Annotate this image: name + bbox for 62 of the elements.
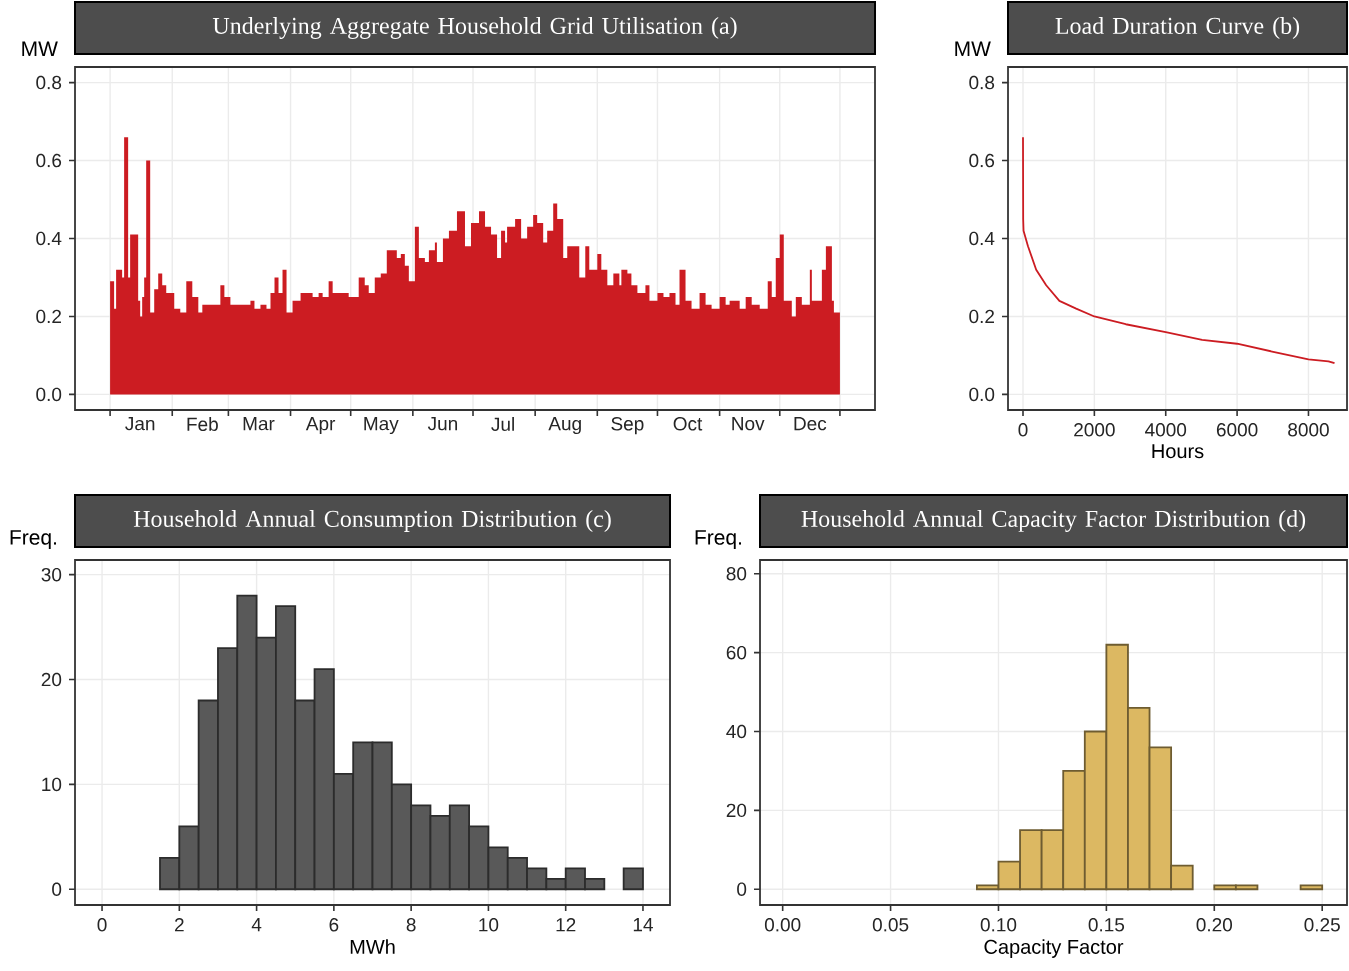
y-tick-label: 0.0 (36, 387, 62, 402)
x-tick-label: 0.20 (1196, 918, 1233, 932)
x-tick-label: 0 (97, 918, 107, 932)
y-axis-title: MW (955, 41, 991, 56)
x-tick-label: Aug (548, 417, 581, 435)
x-tick-label: Jun (427, 417, 458, 431)
x-tick-label: Jul (491, 417, 514, 432)
x-tick-label: 0.05 (872, 918, 909, 932)
x-tick-label: 0.00 (764, 918, 801, 932)
x-tick-label: 0.25 (1304, 918, 1340, 932)
chart-title: Household Annual Consumption Distribution (c) (133, 510, 611, 532)
x-tick-label: 4000 (1145, 423, 1187, 437)
y-tick-label: 10 (42, 777, 62, 792)
chart-title: Household Annual Capacity Factor Distribution (d) (801, 510, 1306, 532)
x-tick-label: 14 (633, 918, 653, 932)
y-tick-label: 20 (41, 672, 62, 687)
y-tick-label: 60 (726, 645, 747, 660)
y-tick-label: 0.0 (969, 387, 995, 402)
x-tick-label: 10 (479, 918, 499, 932)
x-tick-label: 0 (1018, 423, 1028, 437)
x-tick-label: Dec (794, 417, 827, 431)
x-tick-label: Oct (673, 417, 703, 431)
x-tick-label: Mar (243, 417, 275, 431)
x-tick-label: 4 (251, 918, 262, 932)
x-axis-title: Hours (1152, 444, 1204, 459)
line-series (1022, 136, 1336, 365)
x-tick-label: Sep (611, 417, 644, 435)
x-tick-label: 0.10 (980, 918, 1017, 932)
chart-title: Underlying Aggregate Household Grid Utilisation (a) (212, 17, 737, 39)
y-tick-label: 0.4 (36, 231, 62, 246)
y-tick-label: 0 (52, 882, 62, 896)
y-tick-label: 0 (737, 882, 747, 896)
x-tick-label: 2 (174, 918, 184, 932)
x-axis-title: Capacity Factor (984, 939, 1124, 958)
y-tick-label: 80 (726, 567, 747, 581)
y-tick-label: 0.6 (36, 153, 62, 168)
x-tick-label: 2000 (1074, 423, 1115, 437)
y-axis-title: MW (22, 41, 58, 56)
x-tick-label: Feb (187, 417, 218, 432)
y-tick-label: 0.8 (969, 75, 995, 90)
y-tick-label: 0.4 (969, 231, 995, 246)
y-axis-title: Freq. (695, 530, 742, 549)
x-tick-label: Apr (305, 417, 336, 435)
chart-title: Load Duration Curve (b) (1055, 17, 1300, 39)
x-tick-label: 8000 (1288, 423, 1329, 437)
y-tick-label: 40 (726, 724, 747, 739)
x-tick-label: Nov (732, 417, 765, 431)
y-tick-label: 30 (41, 567, 62, 582)
y-tick-label: 0.2 (36, 309, 61, 324)
x-tick-label: 0.15 (1088, 918, 1125, 932)
x-axis-title: MWh (350, 939, 395, 954)
x-tick-label: 6000 (1216, 423, 1258, 437)
y-tick-label: 0.6 (969, 153, 995, 168)
x-tick-label: 6 (329, 918, 339, 932)
x-tick-label: 12 (556, 918, 576, 932)
x-tick-label: 8 (406, 918, 416, 932)
y-tick-label: 20 (726, 803, 747, 818)
y-axis-title: Freq. (10, 530, 57, 549)
y-tick-label: 0.8 (36, 75, 62, 90)
x-tick-label: May (364, 417, 399, 435)
y-tick-label: 0.2 (969, 309, 995, 324)
x-tick-label: Jan (125, 417, 155, 431)
